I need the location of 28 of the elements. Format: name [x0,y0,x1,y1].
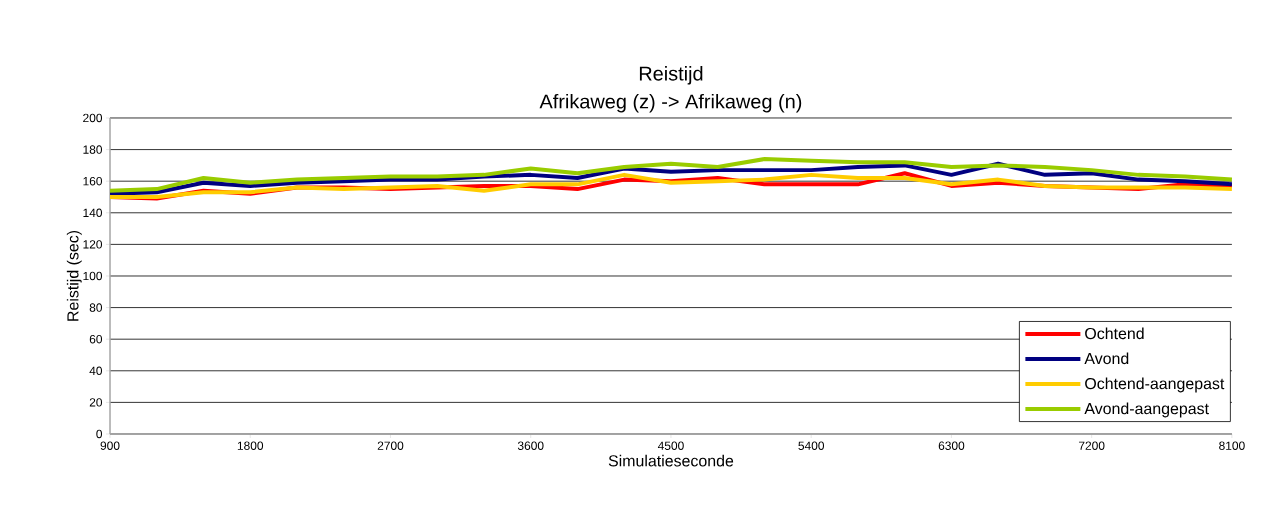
y-tick-label: 140 [83,208,103,218]
y-tick-label: 80 [89,303,103,312]
legend-label: Avond-aangepast [1084,402,1209,418]
x-axis-title: Simulatieseconde [608,454,734,467]
legend-label: Ochtend [1085,327,1144,340]
y-tick-label: 200 [83,113,103,123]
x-tick-label: 4500 [657,441,684,450]
legend-label: Ochtend-aangepast [1085,377,1225,393]
x-tick-label: 2700 [377,441,404,450]
y-tick-label: 180 [83,145,103,154]
x-tick-label: 6300 [938,441,965,450]
y-tick-label: 0 [96,429,103,439]
chart-subtitle: Afrikaweg (z) -> Afrikaweg (n) [539,93,802,113]
x-tick-label: 1800 [237,441,264,450]
x-tick-label: 5400 [798,441,825,450]
legend-label: Avond [1084,352,1129,365]
chart-title: Reistijd [639,66,703,85]
y-axis-title: Reistijd (sec) [66,230,82,321]
x-tick-label: 7200 [1078,441,1105,450]
y-tick-label: 20 [89,398,103,407]
y-tick-label: 40 [89,366,103,376]
y-tick-label: 120 [83,240,103,249]
x-tick-label: 3600 [517,441,544,450]
y-tick-label: 100 [83,271,103,281]
y-tick-label: 160 [83,176,103,186]
x-tick-label: 8100 [1219,441,1245,450]
y-tick-label: 60 [89,334,103,344]
x-tick-label: 900 [100,441,120,450]
